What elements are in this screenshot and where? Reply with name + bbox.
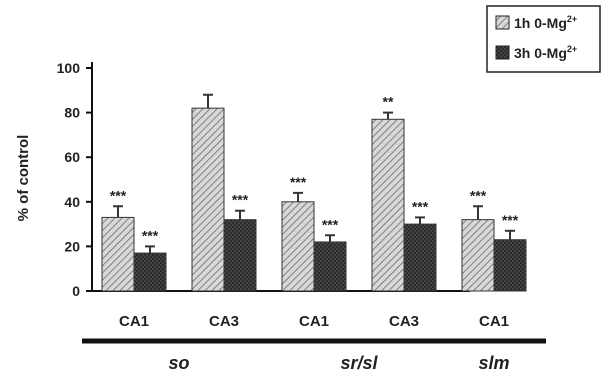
group-label: sr/sl (340, 353, 378, 373)
category-label: CA1 (479, 313, 509, 330)
bar-ca3-1h (191, 107, 225, 292)
significance-mark: *** (232, 192, 249, 208)
bar-ca1-1h (101, 216, 135, 292)
significance-mark: *** (412, 198, 429, 214)
legend-label-3h: 3h 0-Mg2+ (514, 44, 577, 61)
bar-ca1-1h (281, 201, 315, 292)
legend: 1h 0-Mg2+ 3h 0-Mg2+ (486, 5, 601, 73)
significance-mark: *** (110, 187, 127, 203)
significance-mark: *** (470, 187, 487, 203)
significance-mark: *** (502, 212, 519, 228)
bar-ca3-3h (403, 223, 437, 292)
group-label: slm (478, 353, 509, 373)
bar-ca3-3h (223, 219, 257, 292)
significance-mark: *** (142, 227, 159, 243)
bar-ca1-1h (461, 219, 495, 292)
legend-swatch-3h (495, 45, 510, 60)
y-tick-label: 80 (64, 105, 80, 121)
legend-swatch-1h (495, 15, 510, 30)
y-tick-label: 20 (64, 238, 80, 254)
significance-mark: *** (290, 174, 307, 190)
y-tick-label: 40 (64, 194, 80, 210)
group-label: so (168, 353, 189, 373)
y-axis-label: % of control (15, 135, 32, 222)
bar-ca1-3h (313, 241, 347, 292)
category-label: CA1 (299, 313, 329, 330)
significance-mark: *** (322, 216, 339, 232)
bar-ca1-3h (493, 239, 527, 292)
significance-mark: ** (383, 94, 394, 110)
category-label: CA3 (209, 313, 239, 330)
bar-ca3-1h (371, 118, 405, 292)
bar-ca1-3h (133, 252, 167, 292)
y-tick-label: 60 (64, 149, 80, 165)
y-tick-label: 100 (57, 60, 81, 76)
category-label: CA1 (119, 313, 149, 330)
y-tick-label: 0 (72, 283, 80, 299)
category-label: CA3 (389, 313, 419, 330)
legend-label-1h: 1h 0-Mg2+ (514, 14, 577, 31)
